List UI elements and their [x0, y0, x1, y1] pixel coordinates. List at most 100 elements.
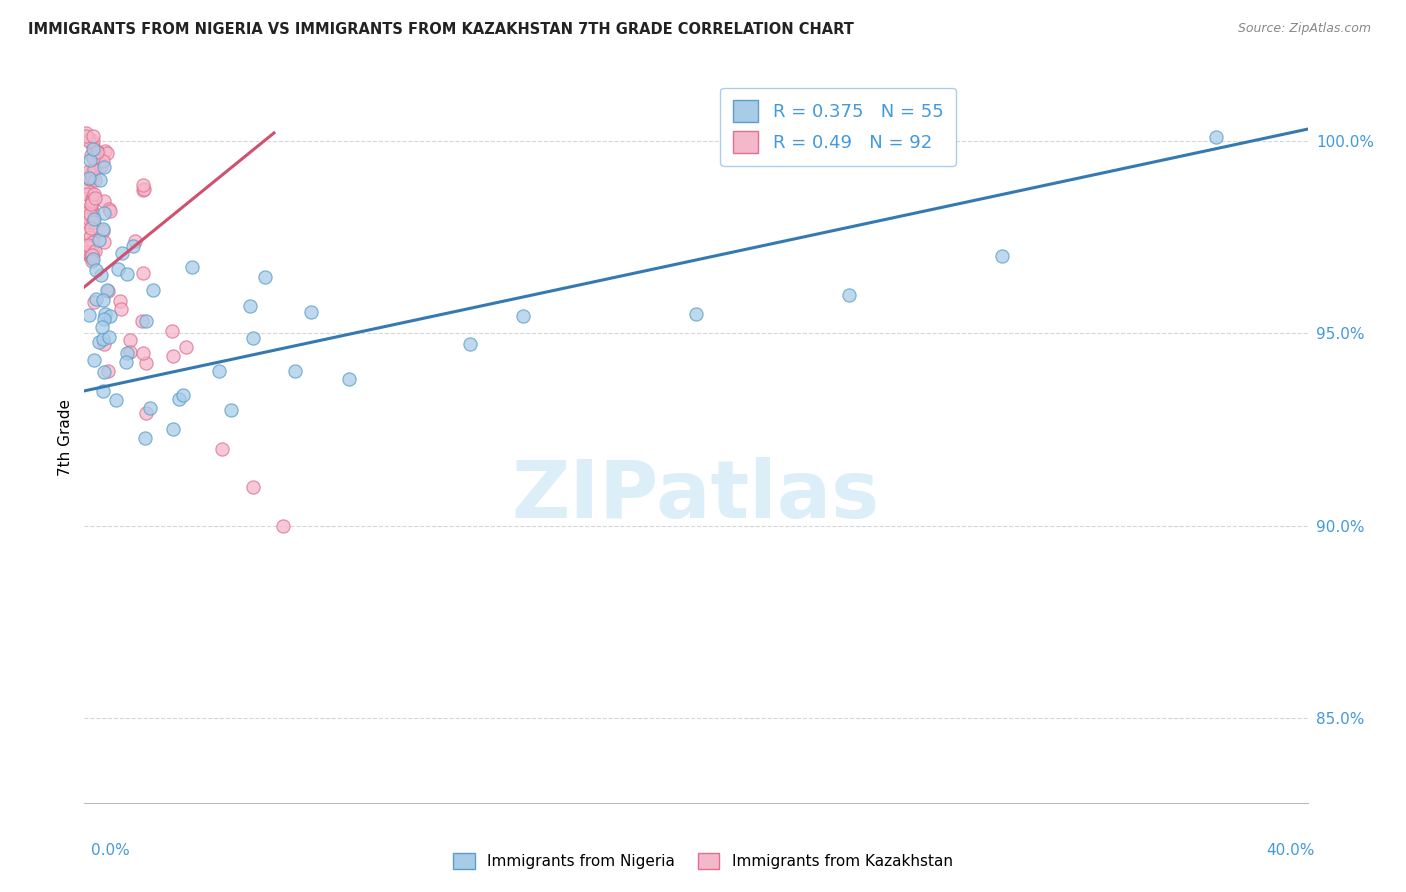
Point [80, 197, 103, 211]
Point [82, 204, 104, 219]
Text: ZIPatlas: ZIPatlas [512, 457, 880, 534]
Point [991, 249, 1014, 263]
Point [83, 295, 105, 310]
Point [79, 172, 101, 186]
Point [87, 334, 110, 349]
Point [172, 387, 194, 401]
Point [93, 312, 115, 326]
Point [211, 442, 233, 456]
Point [167, 392, 190, 406]
Legend: Immigrants from Nigeria, Immigrants from Kazakhstan: Immigrants from Nigeria, Immigrants from… [447, 847, 959, 875]
Point [82, 151, 104, 165]
Point [75, 235, 97, 249]
Point [77, 170, 100, 185]
Point [76, 187, 98, 202]
Point [97, 364, 120, 378]
Point [77, 215, 100, 229]
Point [685, 307, 707, 321]
Point [77, 211, 100, 226]
Point [134, 182, 156, 196]
Point [76, 244, 98, 259]
Point [79, 207, 101, 221]
Point [115, 355, 138, 369]
Point [82, 171, 104, 186]
Point [94, 145, 117, 159]
Point [77, 134, 100, 148]
Point [131, 313, 153, 327]
Point [80, 186, 103, 200]
Point [91, 332, 114, 346]
Point [160, 324, 183, 338]
Point [93, 222, 115, 236]
Text: IMMIGRANTS FROM NIGERIA VS IMMIGRANTS FROM KAZAKHSTAN 7TH GRADE CORRELATION CHAR: IMMIGRANTS FROM NIGERIA VS IMMIGRANTS FR… [28, 22, 853, 37]
Point [284, 364, 307, 378]
Point [80, 192, 103, 206]
Point [82, 194, 104, 209]
Point [82, 194, 104, 208]
Point [83, 172, 105, 186]
Point [135, 356, 157, 370]
Point [80, 246, 103, 260]
Point [79, 249, 101, 263]
Point [96, 145, 118, 160]
Point [82, 252, 104, 266]
Point [76, 133, 98, 147]
Point [91, 224, 114, 238]
Point [80, 253, 103, 268]
Point [299, 305, 322, 319]
Point [174, 340, 197, 354]
Point [77, 225, 100, 239]
Point [77, 239, 100, 253]
Point [89, 173, 111, 187]
Point [94, 307, 117, 321]
Point [84, 244, 107, 258]
Point [82, 235, 104, 249]
Point [79, 169, 101, 183]
Point [115, 267, 138, 281]
Point [75, 126, 97, 140]
Point [79, 132, 101, 146]
Point [91, 293, 114, 308]
Point [117, 345, 139, 359]
Point [135, 314, 157, 328]
Y-axis label: 7th Grade: 7th Grade [58, 399, 73, 475]
Point [82, 142, 104, 156]
Point [132, 346, 155, 360]
Point [98, 204, 121, 219]
Point [118, 345, 141, 359]
Point [91, 384, 114, 398]
Point [80, 163, 103, 178]
Point [93, 194, 115, 209]
Point [180, 260, 202, 274]
Point [82, 248, 104, 262]
Point [84, 292, 107, 306]
Point [96, 283, 118, 297]
Point [86, 145, 108, 160]
Point [93, 336, 115, 351]
Point [124, 234, 146, 248]
Point [83, 161, 105, 176]
Point [79, 247, 101, 261]
Point [82, 207, 104, 221]
Point [80, 169, 103, 183]
Point [105, 392, 128, 407]
Point [108, 294, 131, 309]
Point [76, 245, 98, 260]
Point [162, 349, 184, 363]
Point [86, 263, 108, 277]
Point [97, 284, 120, 298]
Point [77, 172, 100, 186]
Point [458, 336, 481, 351]
Point [79, 164, 101, 178]
Point [82, 139, 104, 153]
Point [93, 365, 115, 379]
Point [86, 145, 108, 159]
Point [134, 431, 156, 445]
Point [100, 310, 122, 324]
Point [219, 402, 242, 417]
Point [93, 235, 115, 250]
Point [135, 406, 157, 420]
Point [83, 353, 105, 368]
Point [271, 518, 294, 533]
Point [80, 135, 103, 149]
